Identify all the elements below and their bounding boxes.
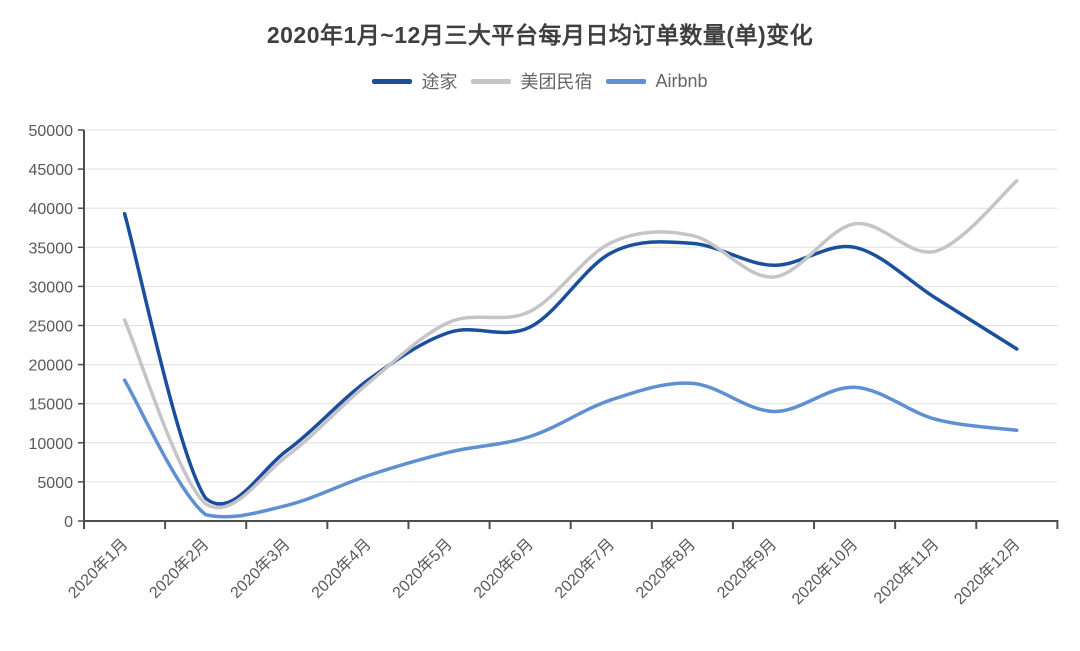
x-axis-label: 2020年1月 [65,535,132,602]
x-axis-label: 2020年8月 [632,535,699,602]
y-axis-label: 45000 [29,162,74,179]
x-axis-label: 2020年2月 [146,535,213,602]
y-axis-label: 5000 [37,475,73,492]
legend-item-0[interactable]: 途家 [372,68,457,94]
legend-swatch-1 [471,78,512,84]
x-axis-label: 2020年7月 [551,535,618,602]
y-axis-label: 30000 [29,279,74,296]
x-axis-label: 2020年5月 [389,535,456,602]
y-axis-label: 0 [64,514,73,531]
y-axis-label: 25000 [29,319,74,336]
legend-item-2[interactable]: Airbnb [606,70,708,92]
legend-label-2: Airbnb [655,70,708,91]
legend-label-1: 美团民宿 [520,72,593,92]
legend-swatch-2 [606,78,647,84]
x-axis-label: 2020年9月 [713,535,780,602]
y-axis-label: 20000 [29,358,74,375]
legend-swatch-0 [372,78,413,84]
series-line-0 [122,211,1019,506]
chart-legend: 途家 美团民宿 Airbnb [0,68,1080,94]
series-line-1 [122,179,1019,510]
x-axis-label: 2020年11月 [870,535,942,607]
y-axis-label: 35000 [29,240,74,257]
x-axis-label: 2020年12月 [951,535,1024,608]
chart-title: 2020年1月~12月三大平台每月日均订单数量(单)变化 [266,22,814,48]
y-axis-label: 40000 [29,201,74,218]
x-axis-label: 2020年3月 [227,535,294,602]
x-axis-label: 2020年6月 [470,535,537,602]
legend-item-1[interactable]: 美团民宿 [471,68,592,94]
legend-label-0: 途家 [421,72,458,92]
y-axis-label: 50000 [29,123,74,140]
series-line-2 [122,378,1019,519]
y-axis-label: 10000 [29,436,74,453]
x-axis-label: 2020年4月 [308,535,375,602]
x-axis-label: 2020年10月 [788,535,861,608]
y-axis-label: 15000 [29,397,74,414]
